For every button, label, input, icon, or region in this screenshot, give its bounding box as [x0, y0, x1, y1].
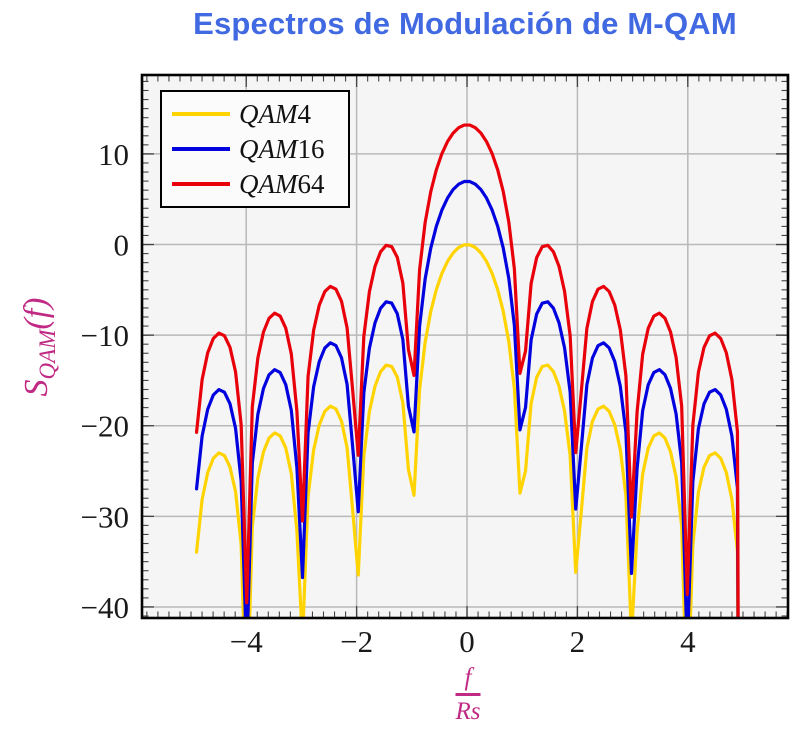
- legend: QAM4 QAM16 QAM64: [160, 90, 350, 208]
- fraction-bar: [455, 693, 481, 696]
- legend-item-QAM4: QAM4: [172, 97, 348, 132]
- legend-label: QAM4: [239, 99, 311, 130]
- y-tick-label: 10: [98, 137, 129, 172]
- legend-label: QAM64: [239, 169, 324, 200]
- legend-item-QAM64: QAM64: [172, 167, 348, 202]
- x-axis-label-denominator: Rs: [455, 697, 481, 725]
- x-tick-label: −2: [340, 624, 373, 659]
- x-tick-label: 2: [570, 624, 586, 659]
- series-line-QAM16: [194, 179, 740, 618]
- legend-label-prefix: QAM: [239, 98, 298, 129]
- chart-title: Espectros de Modulación de M-QAM: [193, 6, 737, 41]
- y-tick-label: −20: [81, 409, 129, 444]
- y-axis-label: SQAM(f): [18, 297, 60, 397]
- legend-item-QAM16: QAM16: [172, 132, 348, 167]
- x-axis-label-numerator: f: [464, 664, 472, 691]
- x-tick-label: 4: [680, 624, 696, 659]
- axes-border: [140, 73, 790, 620]
- series-line-QAM4: [194, 243, 740, 618]
- y-axis-label-subscript: QAM: [34, 329, 60, 380]
- legend-label-prefix: QAM: [239, 133, 298, 164]
- y-tick-label: 0: [114, 228, 130, 263]
- legend-label-number: 64: [297, 168, 325, 199]
- legend-swatch-QAM4: [172, 112, 230, 116]
- legend-label: QAM16: [239, 134, 324, 165]
- legend-swatch-QAM64: [172, 182, 230, 186]
- legend-label-prefix: QAM: [239, 168, 298, 199]
- y-axis-label-base: S: [18, 379, 55, 397]
- y-axis-label-argument: (f): [18, 297, 55, 330]
- legend-label-number: 16: [297, 133, 325, 164]
- y-tick-label: −30: [81, 499, 129, 534]
- series-line-QAM64: [194, 123, 740, 618]
- legend-label-number: 4: [297, 98, 311, 129]
- y-tick-label: −10: [81, 318, 129, 353]
- x-tick-label: −4: [230, 624, 263, 659]
- legend-swatch-QAM16: [172, 147, 230, 151]
- x-axis-label: f Rs: [455, 664, 481, 726]
- y-tick-label: −40: [81, 590, 129, 625]
- x-tick-label: 0: [459, 624, 475, 659]
